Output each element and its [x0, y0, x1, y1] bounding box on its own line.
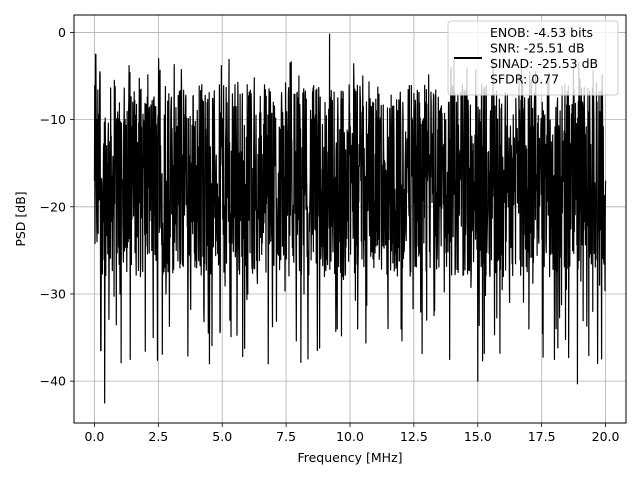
series-line	[93, 33, 607, 404]
x-tick-label: 20.0	[592, 429, 620, 444]
x-tick-label: 10.0	[336, 429, 364, 444]
legend-line: SINAD: -25.53 dB	[490, 56, 598, 71]
plot-area	[93, 33, 607, 404]
y-axis-label: PSD [dB]	[13, 191, 28, 246]
legend-box	[447, 20, 619, 96]
y-tick-label: −30	[40, 286, 66, 301]
x-tick-label: 7.5	[276, 429, 296, 444]
y-tick-label: 0	[58, 25, 66, 40]
x-tick-label: 2.5	[148, 429, 168, 444]
y-tick-label: −40	[40, 374, 66, 389]
legend-line: ENOB: -4.53 bits	[490, 25, 593, 40]
legend-line: SFDR: 0.77	[490, 72, 559, 87]
x-axis-label: Frequency [MHz]	[297, 450, 402, 465]
x-tick-label: 17.5	[528, 429, 556, 444]
ticks: 0.0 2.5 5.0 7.5 10.0 12.5 15.0 17.5 20.0 0 −10 −20 −…	[40, 25, 620, 444]
y-tick-label: −10	[40, 112, 66, 127]
y-tick-label: −20	[40, 199, 66, 214]
x-tick-label: 15.0	[464, 429, 492, 444]
x-tick-label: 5.0	[212, 429, 232, 444]
legend-line: SNR: -25.51 dB	[490, 41, 585, 56]
x-tick-label: 12.5	[400, 429, 428, 444]
x-tick-label: 0.0	[84, 429, 104, 444]
